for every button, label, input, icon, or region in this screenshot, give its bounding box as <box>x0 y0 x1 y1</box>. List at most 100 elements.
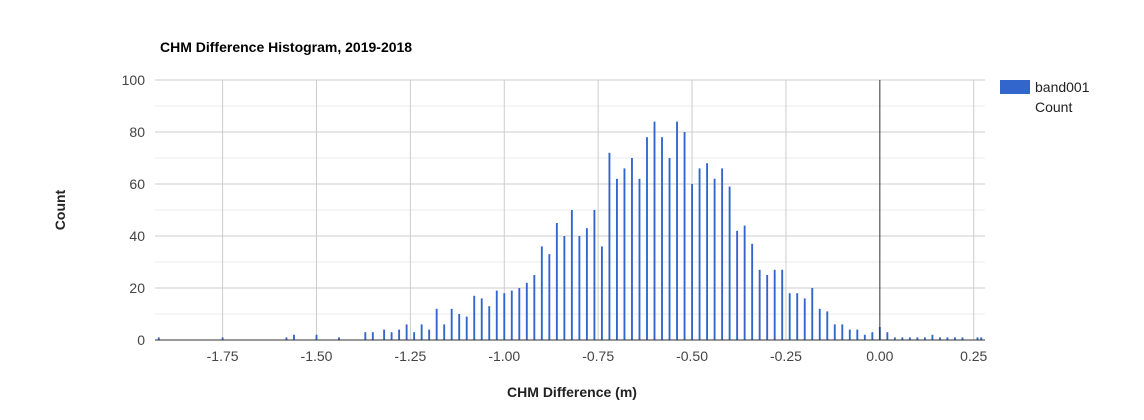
histogram-bar[interactable] <box>364 332 367 340</box>
histogram-bar[interactable] <box>315 334 318 340</box>
histogram-bar[interactable] <box>383 329 386 340</box>
histogram-bar[interactable] <box>751 243 754 340</box>
histogram-bar[interactable] <box>465 316 468 340</box>
histogram-bar[interactable] <box>961 337 964 340</box>
y-axis-title: Count <box>52 189 68 230</box>
histogram-bar[interactable] <box>713 178 716 340</box>
histogram-bar[interactable] <box>623 168 626 340</box>
x-tick-label: -1.50 <box>301 348 333 364</box>
histogram-bar[interactable] <box>533 275 536 340</box>
x-tick-label: -1.25 <box>394 348 426 364</box>
histogram-bar[interactable] <box>458 314 461 340</box>
legend-swatch <box>1000 80 1030 94</box>
histogram-bar[interactable] <box>871 332 874 340</box>
histogram-bar[interactable] <box>555 223 558 340</box>
histogram-bar[interactable] <box>450 308 453 340</box>
y-tick-label: 100 <box>122 72 146 88</box>
y-tick-label: 80 <box>129 124 145 140</box>
histogram-bar[interactable] <box>886 332 889 340</box>
histogram-bar[interactable] <box>510 290 513 340</box>
histogram-bar[interactable] <box>803 298 806 340</box>
histogram-bar[interactable] <box>585 228 588 340</box>
histogram-bar[interactable] <box>766 275 769 340</box>
y-tick-label: 60 <box>129 176 145 192</box>
histogram-bar[interactable] <box>818 308 821 340</box>
histogram-bar[interactable] <box>916 337 919 340</box>
histogram-bar[interactable] <box>525 282 528 340</box>
histogram-bar[interactable] <box>938 337 941 340</box>
histogram-bar[interactable] <box>946 337 949 340</box>
histogram-bar[interactable] <box>608 152 611 340</box>
y-tick-label: 20 <box>129 280 145 296</box>
histogram-bar[interactable] <box>293 334 295 340</box>
y-tick-label: 0 <box>137 332 145 348</box>
histogram-bar[interactable] <box>833 324 836 340</box>
histogram-bar[interactable] <box>908 337 911 340</box>
histogram-bar[interactable] <box>638 178 641 340</box>
histogram-bar[interactable] <box>841 324 844 340</box>
histogram-bar[interactable] <box>901 337 904 340</box>
histogram-bar[interactable] <box>570 210 573 340</box>
histogram-bar[interactable] <box>593 210 596 340</box>
histogram-bar[interactable] <box>646 137 648 340</box>
histogram-bar[interactable] <box>976 337 979 340</box>
histogram-bar[interactable] <box>518 288 521 340</box>
histogram-bar[interactable] <box>698 168 701 340</box>
histogram-bar[interactable] <box>413 332 416 340</box>
histogram-bar[interactable] <box>758 269 761 340</box>
histogram-bar[interactable] <box>631 158 633 340</box>
histogram-bar[interactable] <box>443 324 446 340</box>
histogram-bar[interactable] <box>826 311 829 340</box>
histogram-bar[interactable] <box>503 293 506 340</box>
histogram-bar[interactable] <box>661 137 663 340</box>
histogram-bar[interactable] <box>743 225 746 340</box>
histogram-bar[interactable] <box>863 334 866 340</box>
histogram-bar[interactable] <box>548 254 551 340</box>
x-tick-label: 0.00 <box>866 348 893 364</box>
histogram-bar[interactable] <box>721 168 724 340</box>
histogram-bar[interactable] <box>893 337 896 340</box>
histogram-bar[interactable] <box>221 337 224 340</box>
histogram-bar[interactable] <box>616 178 618 340</box>
histogram-bar[interactable] <box>781 269 784 340</box>
histogram-bar[interactable] <box>578 236 581 340</box>
histogram-bar[interactable] <box>706 163 709 340</box>
histogram-bar[interactable] <box>848 329 851 340</box>
histogram-bar[interactable] <box>600 246 603 340</box>
histogram-bar[interactable] <box>405 324 408 340</box>
histogram-bar[interactable] <box>540 246 543 340</box>
histogram-bar[interactable] <box>420 324 423 340</box>
histogram-bar[interactable] <box>691 184 693 340</box>
histogram-bar[interactable] <box>736 230 739 340</box>
histogram-bar[interactable] <box>285 337 288 340</box>
histogram-bar[interactable] <box>796 293 799 340</box>
histogram-bar[interactable] <box>495 290 498 340</box>
histogram-bar[interactable] <box>811 288 814 340</box>
histogram-bar[interactable] <box>563 236 566 340</box>
histogram-bar[interactable] <box>398 329 401 340</box>
histogram-bar[interactable] <box>157 337 160 340</box>
histogram-bar[interactable] <box>676 121 678 340</box>
histogram-bar[interactable] <box>980 337 983 340</box>
histogram-bar[interactable] <box>473 295 476 340</box>
histogram-bar[interactable] <box>923 337 926 340</box>
histogram-bar[interactable] <box>683 132 686 340</box>
histogram-bar[interactable] <box>954 337 956 340</box>
histogram-bar[interactable] <box>856 329 859 340</box>
histogram-bar[interactable] <box>428 329 431 340</box>
histogram-bar[interactable] <box>931 334 934 340</box>
histogram-bar[interactable] <box>773 269 776 340</box>
histogram-bar[interactable] <box>728 186 731 340</box>
histogram-bar[interactable] <box>488 306 491 340</box>
histogram-bar[interactable] <box>435 308 438 340</box>
legend[interactable]: band001 Count <box>1000 79 1090 115</box>
histogram-bar[interactable] <box>788 293 791 340</box>
histogram-bar[interactable] <box>480 298 483 340</box>
histogram-bar[interactable] <box>653 121 656 340</box>
histogram-bar[interactable] <box>371 332 374 340</box>
histogram-bar[interactable] <box>668 158 671 340</box>
histogram-bar[interactable] <box>390 332 393 340</box>
y-tick-label: 40 <box>129 228 145 244</box>
histogram-bar[interactable] <box>338 337 340 340</box>
